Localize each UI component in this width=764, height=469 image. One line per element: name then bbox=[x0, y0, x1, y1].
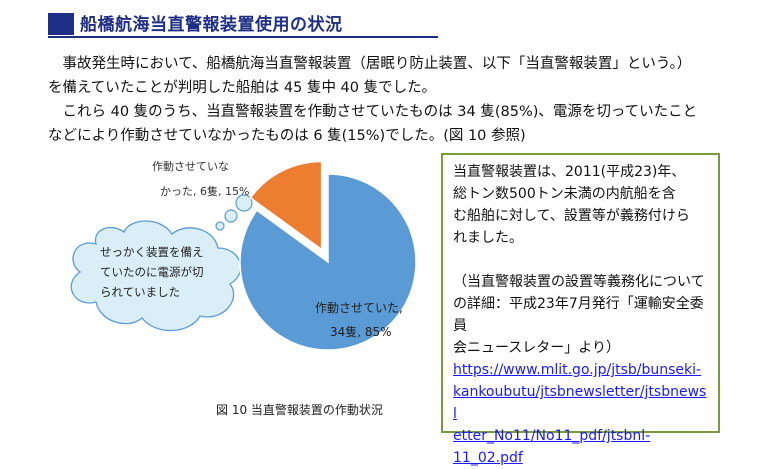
slice-label-inactive-line-1: 作動させていな bbox=[152, 159, 229, 173]
pie-slices bbox=[239, 160, 417, 351]
bubble-text-line-1: せっかく装置を備え bbox=[100, 245, 204, 259]
bubble-cloud bbox=[70, 220, 242, 332]
section-heading: 船橋航海当直警報装置使用の状況 bbox=[80, 15, 343, 35]
slice-label-inactive-line-2: かった, 6隻, 15% bbox=[160, 184, 249, 198]
heading-underline bbox=[48, 36, 438, 38]
newsletter-link-part[interactable]: 11_02.pdf bbox=[453, 450, 523, 466]
newsletter-link-part[interactable]: kankoubutu/jtsbnewsletter/jtsbnewsl bbox=[453, 384, 707, 422]
newsletter-link-part[interactable]: etter_No11/No11_pdf/jtsbnl- bbox=[453, 428, 651, 444]
info-line: 総トン数500トン未満の内航船を含 bbox=[453, 186, 676, 202]
note-line: の詳細：平成23年7月発行「運輸安全委員 bbox=[453, 296, 704, 334]
slice-label-active-line-2: 34隻, 85% bbox=[330, 324, 392, 339]
paragraph-line-2: を備えていたことが判明した船舶は 45 隻中 40 隻でした。 bbox=[48, 80, 437, 96]
paragraph-line-3: これら 40 隻のうち、当直警報装置を作動させていたものは 34 隻(85%)、… bbox=[48, 104, 698, 120]
thought-bubble: せっかく装置を備え ていたのに電源が切 られていました bbox=[70, 194, 253, 332]
figure-caption: 図 10 当直警報装置の作動状況 bbox=[216, 403, 383, 417]
info-line: む船舶に対して、設置等が義務付けら bbox=[453, 208, 690, 224]
bubble-dot-large bbox=[235, 194, 253, 212]
paragraph-line-4: などにより作動させていなかったものは 6 隻(15%)でした。(図 10 参照) bbox=[48, 128, 526, 144]
bubble-dot-small bbox=[215, 221, 225, 231]
pie-chart: せっかく装置を備え ていたのに電源が切 られていました 作動させていな かった,… bbox=[70, 159, 417, 351]
spacer bbox=[453, 249, 708, 271]
bubble-text-line-2: ていたのに電源が切 bbox=[100, 265, 204, 279]
slice-label-active-line-1: 作動させていた, bbox=[315, 301, 403, 315]
info-box: 当直警報装置は、2011(平成23)年、 総トン数500トン未満の内航船を含 む… bbox=[441, 153, 720, 466]
pie-slice-inactive bbox=[249, 160, 323, 251]
info-line: れました。 bbox=[453, 230, 523, 246]
note-line: （当直警報装置の設置等義務化について bbox=[453, 274, 705, 290]
newsletter-link-part[interactable]: https://www.mlit.go.jp/jtsb/bunseki- bbox=[453, 362, 702, 378]
pie-slice-active bbox=[239, 173, 417, 351]
paragraph-line-1: 事故発生時において、船橋航海当直警報装置（居眠り防止装置、以下「当直警報装置」と… bbox=[48, 56, 692, 72]
info-line: 当直警報装置は、2011(平成23)年、 bbox=[453, 164, 686, 180]
heading-marker bbox=[48, 13, 74, 35]
note-line: 会ニュースレター」より） bbox=[453, 340, 621, 356]
bubble-dot-medium bbox=[224, 209, 238, 223]
bubble-text-line-3: られていました bbox=[100, 285, 180, 299]
